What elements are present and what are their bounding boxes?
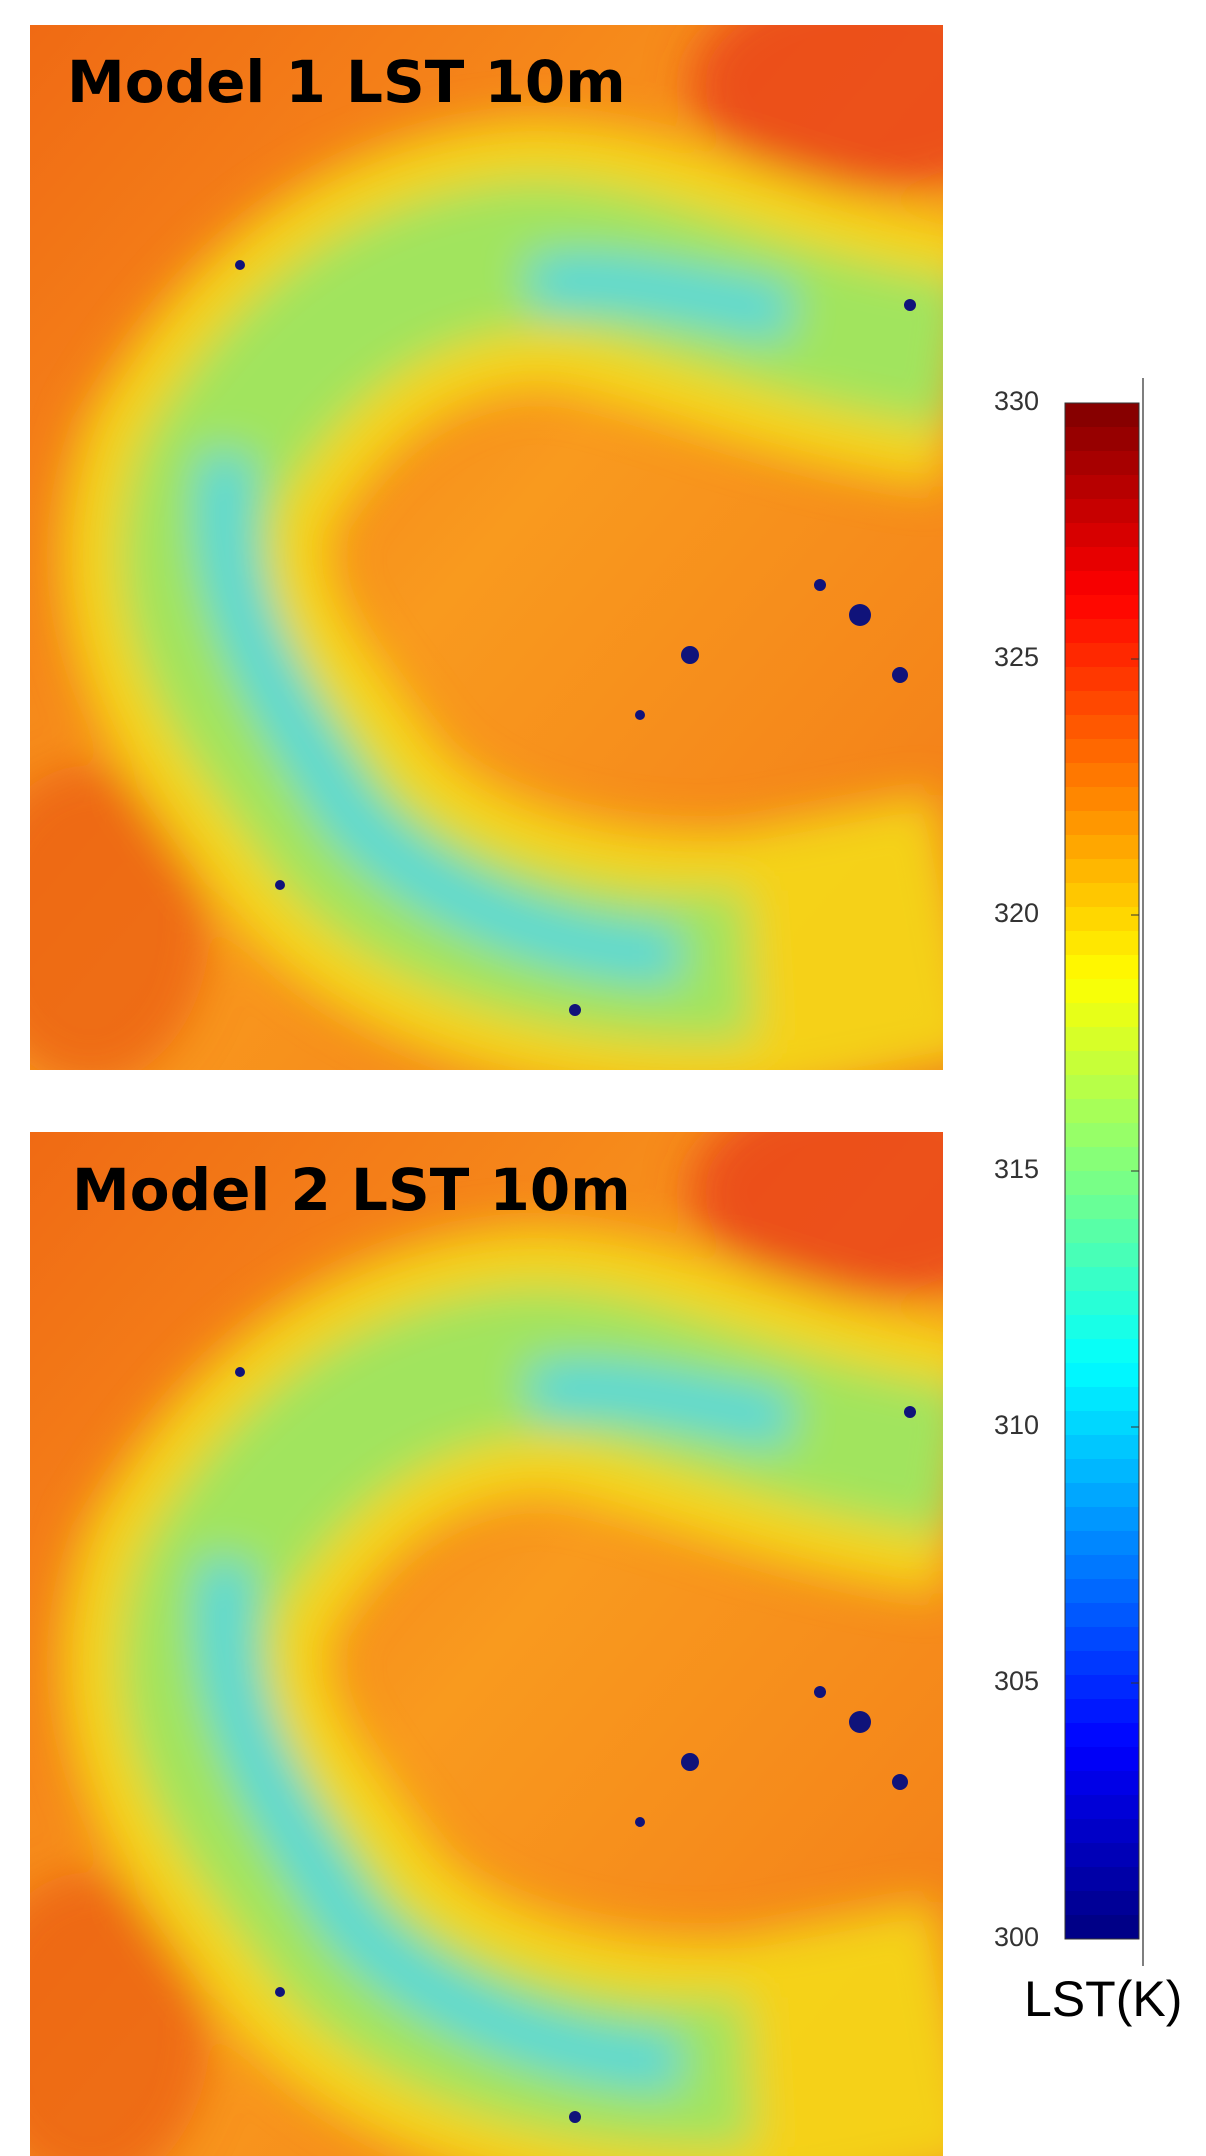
y-tick-label: 315 <box>994 1154 1039 1184</box>
y-tick-label: 305 <box>994 1666 1039 1696</box>
y-tick-label: 300 <box>994 1922 1039 1952</box>
panel-title: Model 2 LST 10m <box>72 1156 631 1224</box>
y-tick-label: 330 <box>994 386 1039 416</box>
y-tick-label: 310 <box>994 1410 1039 1440</box>
y-tick-label: 325 <box>994 642 1039 672</box>
map-panel-2 <box>0 1082 1050 2156</box>
map-panel-1 <box>0 0 1050 1085</box>
y-tick-label: 320 <box>994 898 1039 928</box>
panel-title: Model 1 LST 10m <box>67 48 626 116</box>
colorbar <box>1064 402 1140 1940</box>
colorbar-label: LST(K) <box>1024 1971 1182 2027</box>
